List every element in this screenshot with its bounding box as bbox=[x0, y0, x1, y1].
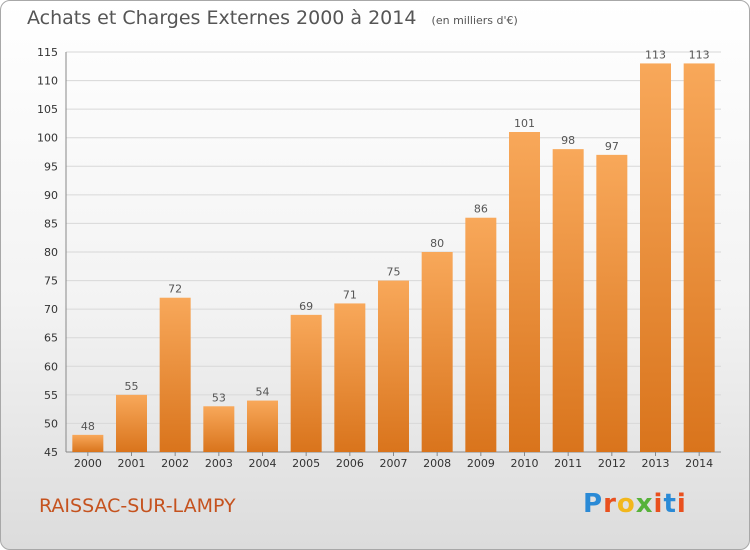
bar-2010 bbox=[509, 132, 540, 452]
y-tick-label: 80 bbox=[44, 246, 58, 259]
bar-2007 bbox=[378, 280, 409, 452]
x-tick-label-2009: 2009 bbox=[467, 457, 495, 470]
proxiti-logo[interactable]: Proxiti bbox=[583, 489, 687, 519]
value-label-2006: 71 bbox=[343, 288, 357, 301]
value-label-2010: 101 bbox=[514, 117, 535, 130]
value-label-2004: 54 bbox=[256, 386, 270, 399]
y-tick-label: 75 bbox=[44, 275, 58, 288]
value-label-2012: 97 bbox=[605, 140, 619, 153]
x-tick-label-2002: 2002 bbox=[161, 457, 189, 470]
bar-2011 bbox=[552, 149, 584, 452]
bar-2014 bbox=[683, 63, 715, 453]
bar-2006 bbox=[334, 303, 366, 452]
y-tick-label: 70 bbox=[44, 303, 58, 316]
chart-title: Achats et Charges Externes 2000 à 2014 bbox=[27, 7, 417, 29]
value-label-2002: 72 bbox=[168, 283, 182, 296]
chart-subtitle: (en milliers d'€) bbox=[431, 14, 518, 27]
value-label-2011: 98 bbox=[561, 134, 575, 147]
bar-2005 bbox=[290, 314, 322, 452]
logo-letter: r bbox=[603, 489, 617, 519]
y-tick-label: 65 bbox=[44, 332, 58, 345]
y-tick-label: 50 bbox=[44, 417, 58, 430]
bar-2008 bbox=[421, 252, 453, 452]
value-label-2008: 80 bbox=[430, 237, 444, 250]
bar-2009 bbox=[465, 217, 497, 452]
title-row: Achats et Charges Externes 2000 à 2014 (… bbox=[27, 7, 518, 29]
x-tick-label-2008: 2008 bbox=[423, 457, 451, 470]
labels: 48 55 72 53 54 69 71 75 80 86 101 98 97 113 113 bbox=[81, 48, 710, 432]
x-tick-label-2013: 2013 bbox=[642, 457, 670, 470]
bar-2013 bbox=[640, 63, 671, 453]
logo-letter: t bbox=[663, 489, 677, 519]
bar-2001 bbox=[116, 394, 147, 452]
value-label-2007: 75 bbox=[387, 266, 401, 279]
y-tick-label: 100 bbox=[37, 132, 58, 145]
town-name: RAISSAC-SUR-LAMPY bbox=[39, 495, 236, 517]
y-tick-label: 85 bbox=[44, 217, 58, 230]
value-label-2014: 113 bbox=[689, 48, 710, 61]
x-tick-label-2005: 2005 bbox=[292, 457, 320, 470]
x-tick-label-2014: 2014 bbox=[685, 457, 713, 470]
bar-2000 bbox=[72, 434, 104, 452]
y-tick-label: 45 bbox=[44, 446, 58, 459]
value-label-2009: 86 bbox=[474, 203, 488, 216]
bar-2003 bbox=[203, 406, 235, 452]
logo-letter: i bbox=[653, 489, 664, 519]
value-label-2003: 53 bbox=[212, 391, 226, 404]
x-tick-label-2012: 2012 bbox=[598, 457, 626, 470]
x-tick-label-2003: 2003 bbox=[205, 457, 233, 470]
y-tick-label: 105 bbox=[37, 103, 58, 116]
bar-2002 bbox=[159, 297, 191, 452]
bar-2004 bbox=[247, 400, 278, 452]
bar-2012 bbox=[596, 154, 628, 452]
logo-letter: o bbox=[616, 489, 636, 519]
x-tick-label-2007: 2007 bbox=[380, 457, 408, 470]
value-label-2001: 55 bbox=[125, 380, 139, 393]
x-tick-label-2011: 2011 bbox=[554, 457, 582, 470]
bars bbox=[72, 63, 715, 453]
logo-letter: i bbox=[676, 489, 687, 519]
value-label-2000: 48 bbox=[81, 420, 95, 433]
y-tick-label: 60 bbox=[44, 360, 58, 373]
y-tick-label: 115 bbox=[37, 46, 58, 59]
y-tick-label: 95 bbox=[44, 160, 58, 173]
x-tick-label-2001: 2001 bbox=[118, 457, 146, 470]
x-tick-label-2000: 2000 bbox=[74, 457, 102, 470]
value-label-2013: 113 bbox=[645, 48, 666, 61]
value-label-2005: 69 bbox=[299, 300, 313, 313]
y-tick-label: 55 bbox=[44, 389, 58, 402]
logo-letter: x bbox=[635, 489, 654, 519]
logo-letter: P bbox=[583, 489, 604, 519]
x-tick-label-2004: 2004 bbox=[249, 457, 277, 470]
x-tick-label-2010: 2010 bbox=[511, 457, 539, 470]
y-tick-label: 110 bbox=[37, 75, 58, 88]
x-tick-label-2006: 2006 bbox=[336, 457, 364, 470]
y-tick-label: 90 bbox=[44, 189, 58, 202]
